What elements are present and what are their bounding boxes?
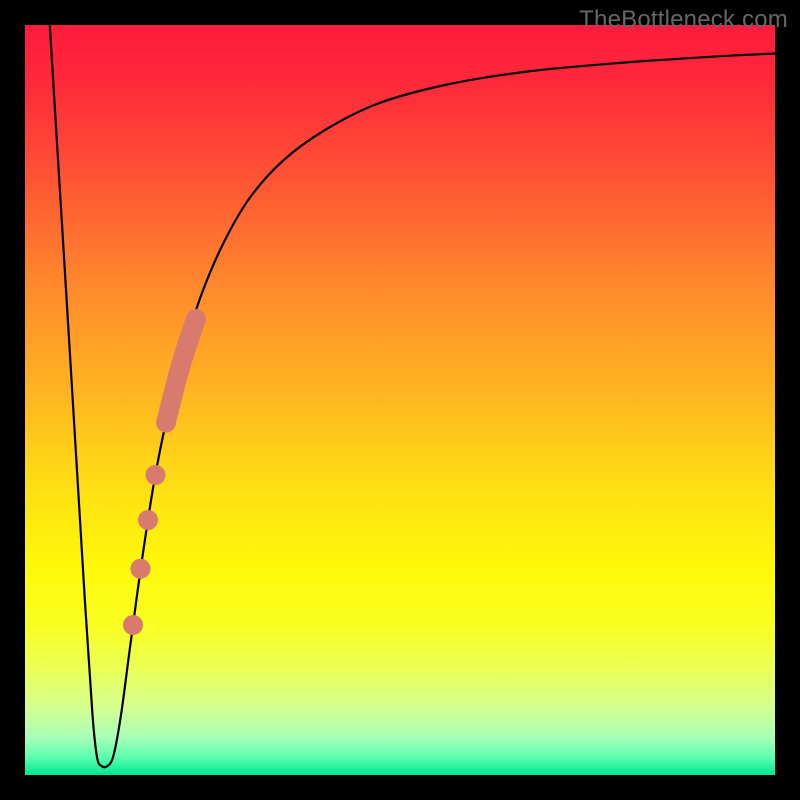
- data-marker: [131, 559, 151, 579]
- data-marker: [123, 615, 143, 635]
- data-marker: [146, 465, 166, 485]
- gradient-rect: [25, 25, 775, 775]
- data-marker: [138, 510, 158, 530]
- data-marker: [186, 309, 206, 329]
- chart-container: TheBottleneck.com: [0, 0, 800, 800]
- site-watermark: TheBottleneck.com: [579, 6, 788, 34]
- chart-svg: [0, 0, 800, 800]
